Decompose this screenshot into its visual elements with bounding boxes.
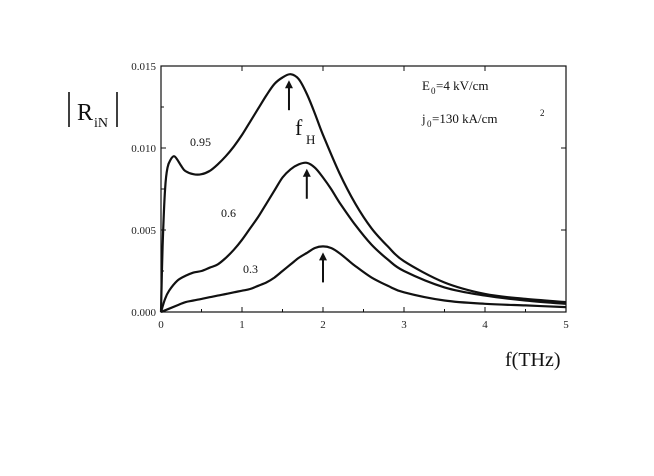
y-tick-label: 0.000 (131, 307, 156, 319)
annotation-field-sub: 0 (431, 86, 436, 96)
series-line-0-3 (160, 245, 567, 314)
y-label-sub: iN (94, 116, 108, 131)
x-tick-label: 5 (563, 319, 569, 331)
annotation-current-main: j (421, 111, 426, 126)
series-label-0-95: 0.95 (190, 135, 211, 149)
plot-area (160, 65, 567, 313)
x-tick-label: 1 (239, 319, 245, 331)
y-label-main: R (77, 100, 93, 126)
peak-arrows (284, 80, 327, 283)
x-tick-label: 2 (320, 319, 326, 331)
x-axis-label: f(THz) (505, 349, 561, 371)
x-tick-label: 0 (158, 319, 164, 331)
x-tick-label: 4 (482, 319, 488, 331)
y-tick-label: 0.010 (131, 143, 156, 155)
annotation-current-sup: 2 (540, 108, 545, 118)
series-layer: 0.95 0.6 0.3 (159, 73, 567, 314)
annotation-fh-sub: H (306, 132, 315, 147)
series-label-0-6: 0.6 (221, 206, 236, 220)
series-line-0-6 (159, 161, 567, 313)
series-label-0-3: 0.3 (243, 262, 258, 276)
annotation-fh: f H (295, 115, 315, 147)
series-line-0-95 (159, 73, 567, 313)
annotation-field: E 0 =4 kV/cm (422, 78, 488, 96)
peak-arrow-head (284, 80, 293, 89)
annotation-fh-main: f (295, 115, 303, 140)
annotation-current: j 0 =130 kA/cm 2 (421, 108, 545, 129)
annotation-current-rest: =130 kA/cm (432, 111, 497, 126)
y-tick-label: 0.005 (131, 225, 156, 237)
axis-ticks: 0 1 2 3 4 5 0.000 0.005 0.010 0.015 (131, 61, 569, 331)
annotation-field-rest: =4 kV/cm (436, 78, 488, 93)
annotation-field-main: E (422, 78, 430, 93)
peak-arrow-head (302, 168, 311, 177)
y-axis-label: R iN (68, 92, 118, 131)
x-tick-label: 3 (401, 319, 407, 331)
annotation-current-sub: 0 (427, 119, 432, 129)
y-tick-label: 0.015 (131, 61, 156, 73)
plot-frame (160, 65, 567, 313)
peak-arrow-head (319, 252, 327, 261)
